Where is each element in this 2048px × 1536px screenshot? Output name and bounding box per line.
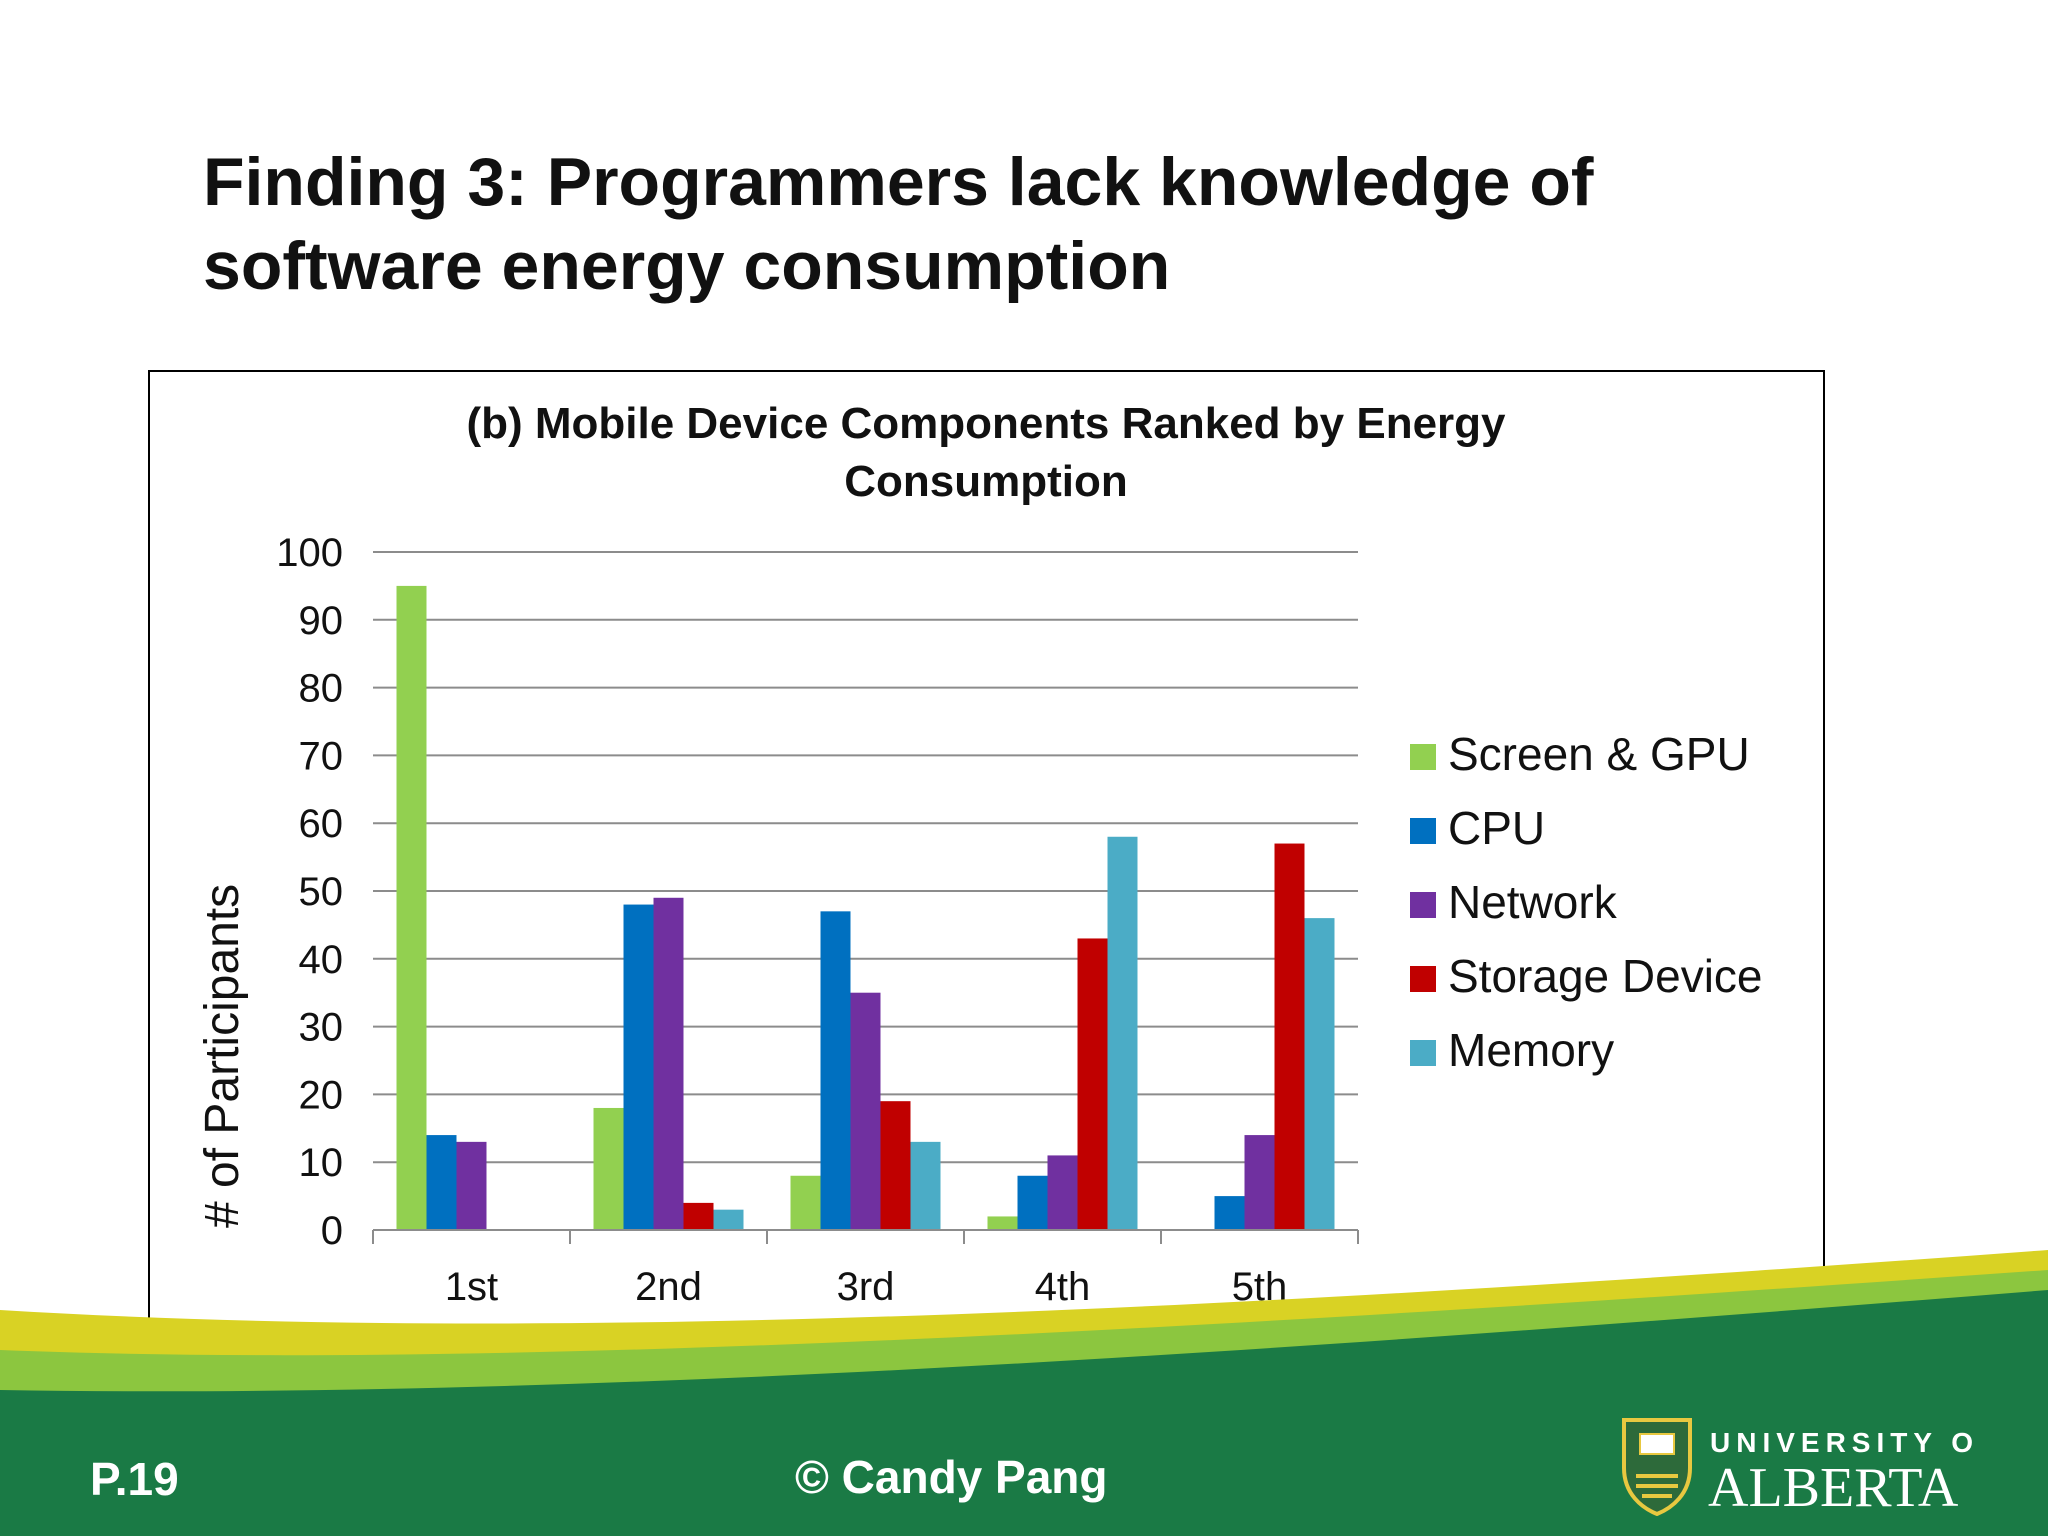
bar-chart: (b) Mobile Device Components Ranked by E… <box>148 370 1825 1328</box>
bar-screen-gpu-3rd <box>790 1175 821 1230</box>
y-tick-label: 90 <box>299 599 344 643</box>
legend-swatch <box>1410 744 1436 770</box>
slide-title-line-2: software energy consumption <box>203 228 1171 304</box>
bar-storage-device-2nd <box>683 1202 714 1230</box>
bar-cpu-1st <box>426 1135 457 1230</box>
y-tick-label: 40 <box>299 938 344 982</box>
bar-memory-3rd <box>910 1141 941 1230</box>
x-axis <box>372 1229 1359 1244</box>
y-tick-label: 70 <box>299 734 344 778</box>
bar-storage-device-5th <box>1274 843 1305 1230</box>
legend-swatch <box>1410 892 1436 918</box>
bar-network-4th <box>1047 1155 1078 1230</box>
y-tick-label: 0 <box>321 1209 343 1253</box>
bar-screen-gpu-4th <box>987 1216 1018 1230</box>
legend: Screen & GPU CPU Network Storage Device Memo… <box>1410 728 1763 1076</box>
y-tick-label: 50 <box>299 870 344 914</box>
gridlines <box>373 551 1358 1164</box>
bar-cpu-3rd <box>820 911 851 1230</box>
y-tick-label: 100 <box>276 531 343 575</box>
y-axis-label: # of Participants <box>196 884 249 1228</box>
x-tick-label: 2nd <box>635 1265 702 1309</box>
footer-swoosh <box>0 1250 2048 1536</box>
legend-label: Memory <box>1448 1024 1614 1076</box>
bar-network-3rd <box>850 992 881 1230</box>
logo-line-1: UNIVERSITY OF <box>1710 1427 1980 1458</box>
slide-title-line-1: Finding 3: Programmers lack knowledge of <box>203 144 1594 220</box>
bar-network-2nd <box>653 897 684 1230</box>
legend-label: Screen & GPU <box>1448 728 1750 780</box>
bar-cpu-2nd <box>623 904 654 1230</box>
bar-network-1st <box>456 1141 487 1230</box>
bars <box>396 585 1335 1230</box>
footer-swoosh-green <box>0 1290 2048 1536</box>
slide-title: Finding 3: Programmers lack knowledge of… <box>203 140 1703 308</box>
page-number: P.19 <box>90 1453 179 1505</box>
y-tick-label: 20 <box>299 1073 344 1117</box>
legend-label: Network <box>1448 876 1618 928</box>
chart-title-line-1: (b) Mobile Device Components Ranked by E… <box>466 399 1506 448</box>
legend-swatch <box>1410 966 1436 992</box>
bar-screen-gpu-1st <box>396 585 427 1230</box>
legend-swatch <box>1410 1040 1436 1066</box>
bar-cpu-5th <box>1214 1196 1245 1230</box>
bar-memory-4th <box>1107 836 1138 1230</box>
crest-wheat-icon <box>1636 1474 1678 1498</box>
y-tick-label: 60 <box>299 802 344 846</box>
legend-label: Storage Device <box>1448 950 1763 1002</box>
bar-memory-2nd <box>713 1209 744 1230</box>
y-tick-label: 10 <box>299 1141 344 1185</box>
x-tick-label: 3rd <box>837 1265 895 1309</box>
copyright-text: © Candy Pang <box>795 1451 1108 1503</box>
bar-screen-gpu-2nd <box>593 1107 624 1230</box>
y-axis-ticks: 0 10 20 30 40 50 60 70 80 90 100 <box>276 531 343 1253</box>
x-tick-label: 4th <box>1035 1265 1091 1309</box>
bar-network-5th <box>1244 1135 1275 1230</box>
y-tick-label: 30 <box>299 1006 344 1050</box>
chart-title-line-2: Consumption <box>844 457 1128 506</box>
bar-storage-device-3rd <box>880 1101 911 1230</box>
y-tick-label: 80 <box>299 667 344 711</box>
logo-line-2: ALBERTA <box>1708 1457 1959 1516</box>
bar-cpu-4th <box>1017 1175 1048 1230</box>
legend-swatch <box>1410 818 1436 844</box>
crest-book-icon <box>1639 1433 1675 1455</box>
bar-storage-device-4th <box>1077 938 1108 1230</box>
university-logo: UNIVERSITY OF ALBERTA <box>1622 1418 1980 1516</box>
bar-memory-5th <box>1304 918 1335 1230</box>
legend-label: CPU <box>1448 802 1545 854</box>
x-tick-label: 1st <box>445 1265 498 1309</box>
